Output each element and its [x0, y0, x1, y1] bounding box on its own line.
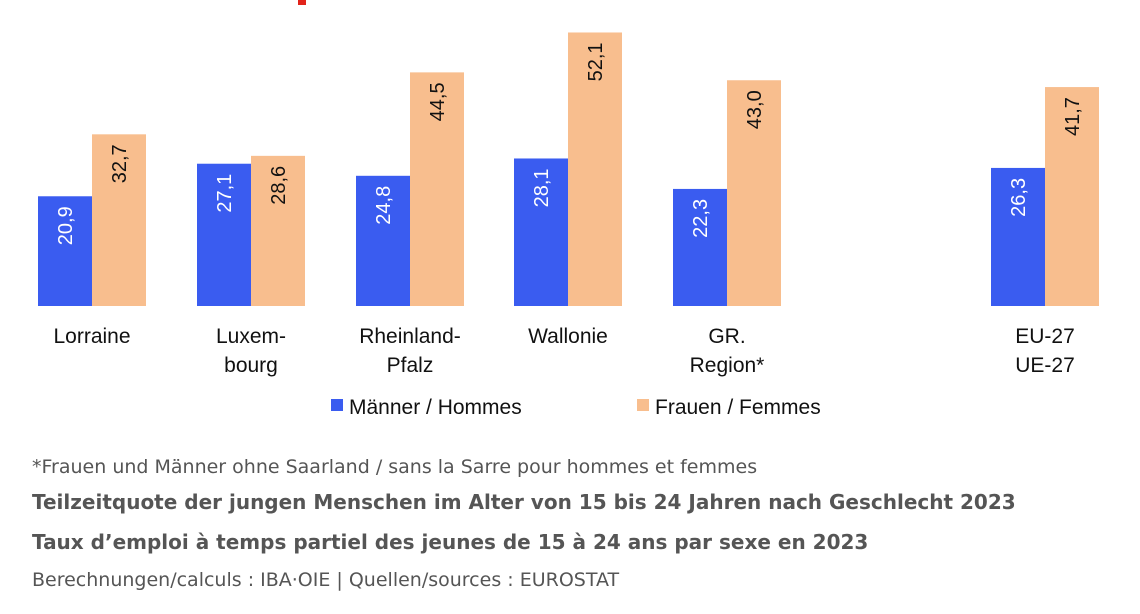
bar-men — [197, 163, 251, 306]
data-label-women: 32,7 — [109, 144, 131, 183]
data-label-men: 24,8 — [373, 186, 395, 225]
bar-men — [991, 167, 1045, 306]
chart-notes: *Frauen und Männer ohne Saarland / sans … — [32, 452, 1132, 598]
footnote: *Frauen und Männer ohne Saarland / sans … — [32, 456, 758, 478]
title-german: Teilzeitquote der jungen Menschen im Alt… — [32, 490, 1016, 514]
bar-women — [568, 32, 622, 306]
category-label: UE-27 — [1015, 354, 1075, 377]
data-label-men: 27,1 — [214, 174, 236, 213]
legend-label-men: Männer / Hommes — [349, 396, 522, 419]
category-label: EU-27 — [1015, 325, 1075, 348]
legend-swatch-women — [637, 399, 649, 411]
bar-women — [727, 80, 781, 306]
bar-men — [38, 196, 92, 306]
title-french: Taux d’emploi à temps partiel des jeunes… — [32, 530, 869, 554]
category-label: Lorraine — [53, 325, 130, 348]
category-labels-group: Lorraine Luxem-bourg Rheinland- Pfalz Wallon… — [53, 325, 1074, 377]
data-label-women: 52,1 — [585, 42, 607, 81]
data-label-women: 28,6 — [268, 166, 290, 205]
legend-swatch-men — [331, 399, 343, 411]
bar-chart: 20,9 32,7 27,1 28,6 24,8 44,5 28,1 52,1 22,3 43,0… — [38, 32, 1099, 419]
data-label-women: 41,7 — [1062, 97, 1084, 136]
bar-men — [673, 188, 727, 306]
data-label-men: 28,1 — [531, 168, 553, 207]
data-label-men: 22,3 — [690, 199, 712, 238]
bar-women — [251, 155, 305, 306]
legend: Männer / Hommes Frauen / Femmes — [331, 396, 821, 419]
data-label-women: 43,0 — [744, 90, 766, 129]
bar-women — [1045, 87, 1099, 306]
bars-group: 20,9 32,7 27,1 28,6 24,8 44,5 28,1 52,1 22,3 43,0… — [38, 32, 1099, 306]
category-label: Luxem- — [216, 325, 286, 348]
source-line: Berechnungen/calculs : IBA·OIE | Quellen… — [32, 569, 620, 591]
category-label: Rheinland- — [359, 325, 461, 348]
category-label: GR. — [708, 325, 745, 348]
data-label-men: 26,3 — [1008, 178, 1030, 217]
category-label: Pfalz — [387, 354, 434, 377]
data-label-men: 20,9 — [55, 206, 77, 245]
data-label-women: 44,5 — [427, 82, 449, 121]
title-accent-mark — [298, 0, 306, 5]
category-label: Wallonie — [528, 325, 608, 348]
category-label: Region* — [690, 354, 765, 377]
bar-women — [410, 72, 464, 306]
bar-men — [356, 175, 410, 306]
legend-label-women: Frauen / Femmes — [655, 396, 821, 419]
bar-men — [514, 158, 568, 306]
category-label: bourg — [224, 354, 278, 377]
bar-women — [92, 134, 146, 306]
